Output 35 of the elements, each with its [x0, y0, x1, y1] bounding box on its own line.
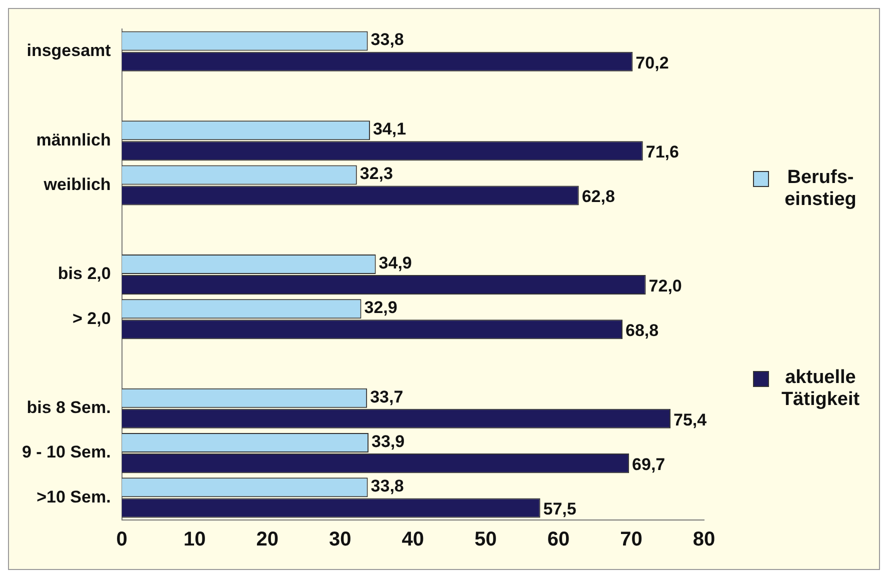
- data-label: 32,3: [360, 164, 393, 184]
- y-tick-label: 9 - 10 Sem.: [22, 442, 111, 462]
- data-label: 72,0: [648, 276, 682, 296]
- y-tick-label: bis 2,0: [58, 264, 111, 284]
- data-label: 33,8: [370, 30, 404, 50]
- y-tick-label: >10 Sem.: [36, 487, 111, 506]
- data-label: 34,9: [378, 253, 412, 272]
- legend-label: aktuelle Tätigkeit: [780, 367, 861, 411]
- data-label: 71,6: [646, 142, 679, 162]
- data-label: 62,8: [582, 187, 615, 206]
- data-label: 33,7: [370, 387, 404, 406]
- legend-label: Berufs-einstieg: [784, 167, 858, 211]
- x-tick-label: 40: [402, 528, 424, 551]
- x-tick-label: 80: [692, 528, 716, 551]
- x-tick-label: 0: [116, 528, 128, 551]
- y-tick-label: insgesamt: [26, 41, 112, 60]
- y-tick-label: bis 8 Sem.: [26, 398, 111, 418]
- x-tick-label: 60: [547, 528, 570, 551]
- data-label: 75,4: [674, 410, 708, 430]
- data-label: 69,7: [632, 455, 666, 474]
- data-label: 34,1: [372, 120, 406, 139]
- data-label: 32,9: [364, 298, 398, 318]
- y-tick-label: weiblich: [42, 174, 111, 194]
- data-label: 33,8: [370, 476, 404, 496]
- y-tick-label: männlich: [36, 130, 111, 150]
- x-tick-label: 10: [183, 528, 206, 551]
- x-tick-label: 20: [256, 528, 278, 551]
- data-label: 57,5: [543, 500, 576, 519]
- data-label: 68,8: [625, 321, 659, 340]
- y-tick-label: > 2,0: [72, 308, 111, 328]
- x-tick-label: 30: [329, 528, 352, 551]
- x-tick-label: 50: [474, 528, 497, 551]
- data-label: 33,9: [372, 432, 405, 451]
- x-tick-label: 70: [620, 528, 642, 551]
- data-label: 70,2: [636, 53, 669, 72]
